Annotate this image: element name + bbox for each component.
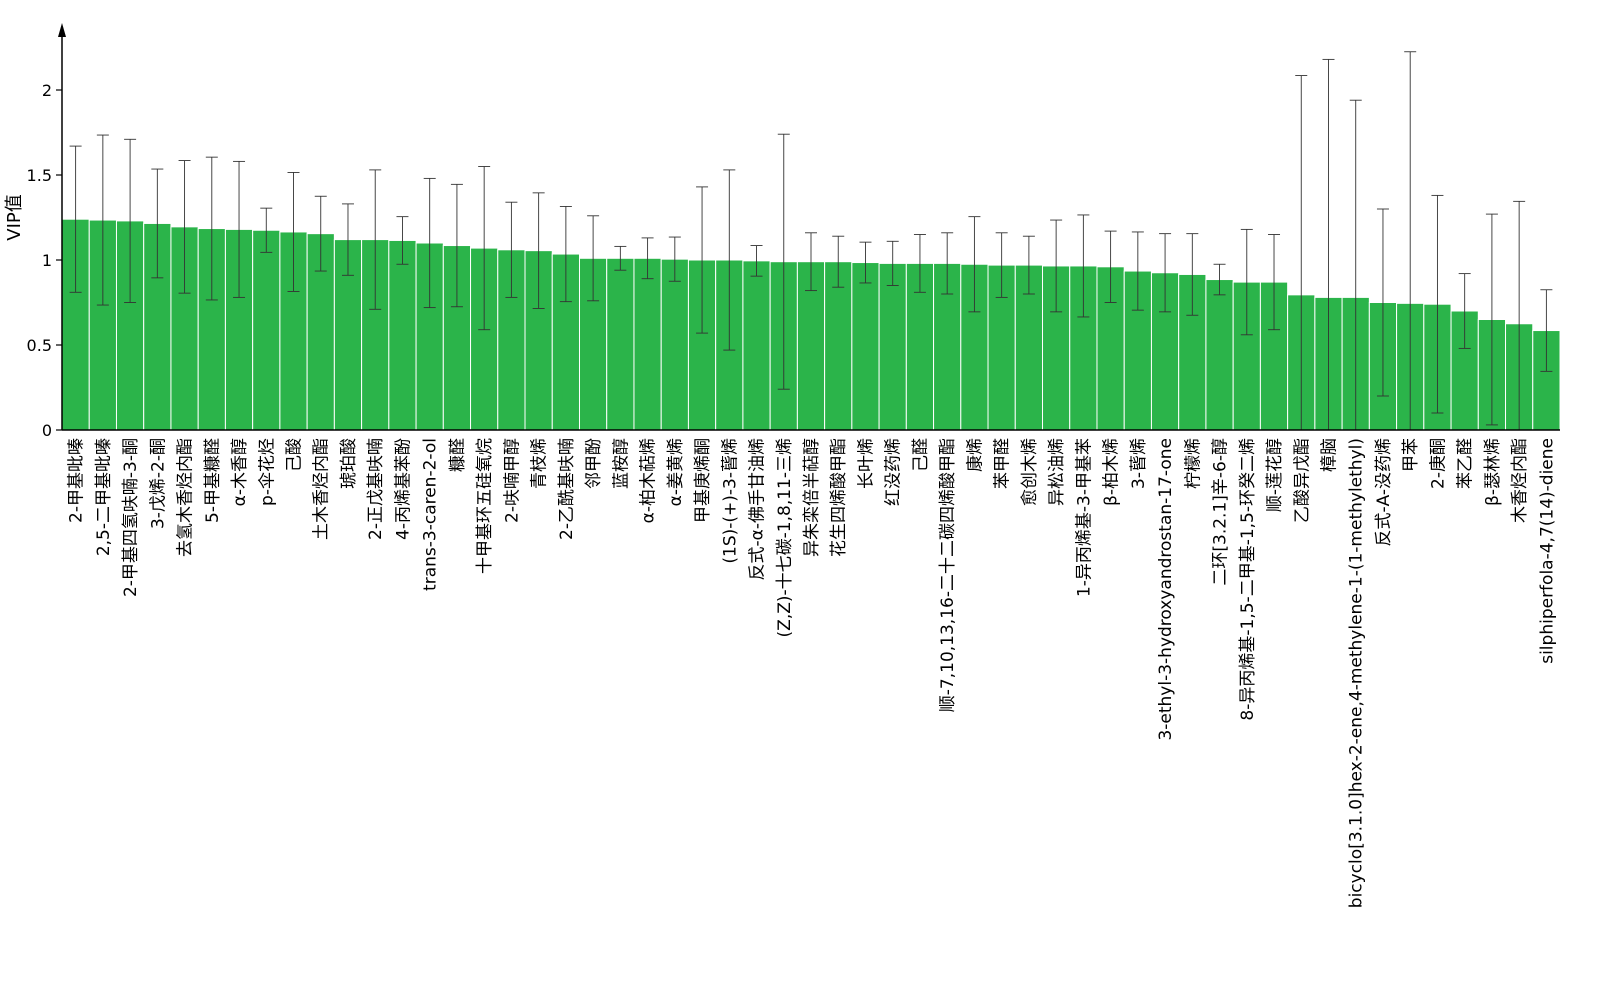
- x-category-label: 反式-α-佛手甘油烯: [748, 438, 768, 580]
- x-category-label: 4-丙烯基苯酚: [393, 438, 413, 540]
- x-category-label: 土木香烃内酯: [312, 438, 332, 540]
- x-category-label: 2-正戊基呋喃: [366, 438, 386, 540]
- x-category-label: 顺-7,10,13,16-二十二碳四烯酸甲酯: [938, 438, 958, 712]
- bar: [388, 239, 417, 431]
- x-category-label: 异朱栾倍半萜醇: [802, 438, 822, 557]
- x-category-label: trans-3-caren-2-ol: [421, 438, 441, 591]
- bar: [633, 257, 662, 431]
- error-bars-group: [69, 51, 1553, 431]
- x-category-label: bicyclo[3.1.0]hex-2-ene,4-methylene-1-(1…: [1347, 438, 1367, 908]
- x-category-label: α-柏木萜烯: [639, 438, 659, 523]
- bar: [824, 261, 853, 431]
- x-category-label: 苯乙醛: [1456, 438, 1476, 489]
- x-category-label: 长叶烯: [856, 438, 876, 489]
- x-category-label: 2-呋喃甲醇: [502, 438, 522, 523]
- x-category-label: 蓝桉醇: [611, 438, 631, 489]
- bar: [252, 229, 281, 431]
- x-category-label: silphiperfola-4,7(14)-diene: [1537, 438, 1557, 664]
- y-tick-label: 0: [42, 421, 52, 440]
- bar: [878, 262, 907, 431]
- x-category-label: 2-甲基吡嗪: [67, 438, 87, 523]
- x-category-label: 糠醛: [447, 438, 468, 472]
- axes-group: [58, 23, 1560, 431]
- x-category-label: 反式-A-没药烯: [1374, 438, 1394, 547]
- y-axis-arrow-icon: [58, 23, 66, 37]
- x-category-label: 去氢木香烃内酯: [176, 438, 196, 557]
- x-category-label: 樟脑: [1319, 438, 1339, 472]
- x-category-label: β-瑟林烯: [1483, 438, 1503, 506]
- x-category-label: 2-庚酮: [1428, 438, 1448, 489]
- x-category-label: 3-戊烯-2-酮: [148, 438, 168, 529]
- x-category-label: 琥珀酸: [339, 438, 359, 489]
- x-category-label: 顺-莲花醇: [1265, 438, 1285, 512]
- x-category-label: 康烯: [965, 438, 985, 472]
- x-category-label: 红没药烯: [884, 438, 904, 506]
- x-category-label: 异松油烯: [1047, 438, 1067, 506]
- x-category-label: 1-异丙烯基-3-甲基苯: [1074, 438, 1094, 597]
- x-category-label: α-姜黄烯: [666, 438, 686, 506]
- x-category-label: 2-甲基四氢呋喃-3-酮: [121, 438, 141, 597]
- x-category-label: 愈创木烯: [1020, 438, 1040, 506]
- x-category-label: (1S)-(+)-3-蒈烯: [720, 438, 740, 564]
- x-category-label: 十甲基环五硅氧烷: [475, 438, 495, 574]
- bar: [1205, 279, 1234, 431]
- y-tick-label: 2: [42, 81, 52, 100]
- bar: [497, 249, 526, 431]
- x-category-label: (Z,Z)-十七碳-1,8,11-三烯: [775, 438, 795, 637]
- x-category-label: 5-甲基糠醛: [202, 438, 223, 523]
- x-category-label: 2,5-二甲基吡嗪: [94, 438, 114, 556]
- bar: [606, 257, 635, 431]
- x-category-label: 邻甲酚: [584, 438, 604, 489]
- bar: [742, 260, 771, 431]
- x-category-label: 青枝烯: [530, 438, 550, 489]
- x-category-label: 3-ethyl-3-hydroxyandrostan-17-one: [1156, 438, 1176, 741]
- x-category-label: 二环[3.2.1]辛-6-醇: [1211, 438, 1231, 586]
- x-category-label: α-木香醇: [230, 438, 250, 506]
- x-tick-labels-group: 2-甲基吡嗪 2,5-二甲基吡嗪 2-甲基四氢呋喃-3-酮 3-戊烯-2-酮 去氢木香烃…: [67, 438, 1558, 908]
- x-category-label: 己醛: [911, 438, 931, 472]
- x-category-label: 甲苯: [1401, 438, 1421, 472]
- x-category-label: 己酸: [285, 438, 305, 472]
- x-category-label: 3-蒈烯: [1129, 438, 1149, 489]
- y-axis-title: VIP值: [4, 194, 25, 240]
- x-category-label: 乙酸异戊酯: [1292, 438, 1312, 523]
- x-category-label: 柠檬烯: [1183, 438, 1203, 489]
- x-category-label: β-柏木烯: [1102, 438, 1122, 506]
- x-category-label: 苯甲醛: [993, 438, 1013, 489]
- x-category-label: 2-乙酰基呋喃: [557, 438, 577, 540]
- bar: [851, 262, 880, 431]
- y-tick-label: 1.5: [27, 166, 52, 185]
- y-tick-label: 0.5: [27, 336, 52, 355]
- x-category-label: 木香烃内酯: [1510, 438, 1530, 523]
- x-category-label: 花生四烯酸甲酯: [829, 438, 849, 557]
- bar: [660, 258, 689, 431]
- x-category-label: p-伞花烃: [257, 438, 277, 506]
- y-tick-label: 1: [42, 251, 52, 270]
- x-category-label: 8-异丙烯基-1,5-二甲基-1,5-环癸二烯: [1238, 438, 1258, 721]
- y-ticks-group: 0 0.5 1 1.5 2: [27, 81, 62, 440]
- x-category-label: 甲基庚烯酮: [693, 438, 713, 523]
